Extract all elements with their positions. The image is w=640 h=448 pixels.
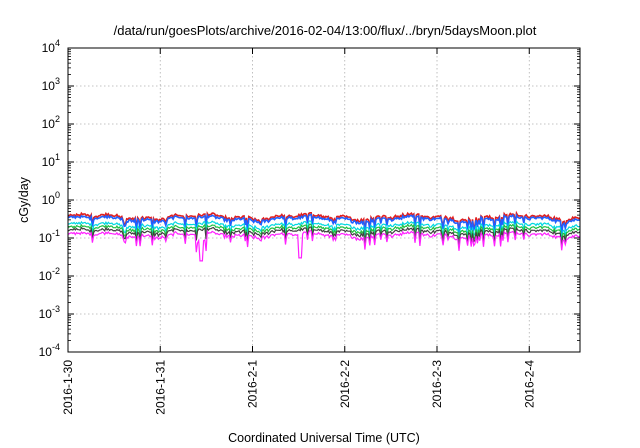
y-tick-label: 104 [42,38,60,55]
x-tick-labels: 2016-1-30 2016-1-31 2016-2-1 2016-2-2 2016-2… [61,360,536,415]
y-tick-label: 100 [42,190,60,207]
y-tick-label: 101 [42,152,60,169]
y-tick-labels: 10-4 10-3 10-2 10-1 100 101 102 103 104 [39,38,60,359]
chart-title: /data/run/goesPlots/archive/2016-02-04/1… [114,23,537,38]
grid [67,47,580,353]
x-tick-label: 2016-1-31 [153,360,167,415]
x-tick-label: 2016-1-30 [61,360,75,415]
series-line [67,212,580,235]
x-tick-label: 2016-2-3 [430,360,444,408]
x-tick-label: 2016-2-1 [246,360,260,408]
y-tick-label: 103 [42,76,60,93]
y-tick-label: 10-4 [39,342,60,359]
y-tick-label: 10-3 [39,304,60,321]
series-group [67,210,581,262]
plot-frame [67,47,581,353]
y-axis-label: cGy/day [17,176,31,223]
y-tick-label: 10-1 [39,228,60,245]
y-tick-label: 10-2 [39,266,60,283]
series-line [67,229,581,262]
x-tick-label: 2016-2-2 [338,360,352,408]
x-axis-label: Coordinated Universal Time (UTC) [228,431,420,445]
y-tick-label: 102 [42,114,60,131]
x-tick-label: 2016-2-4 [522,360,536,408]
